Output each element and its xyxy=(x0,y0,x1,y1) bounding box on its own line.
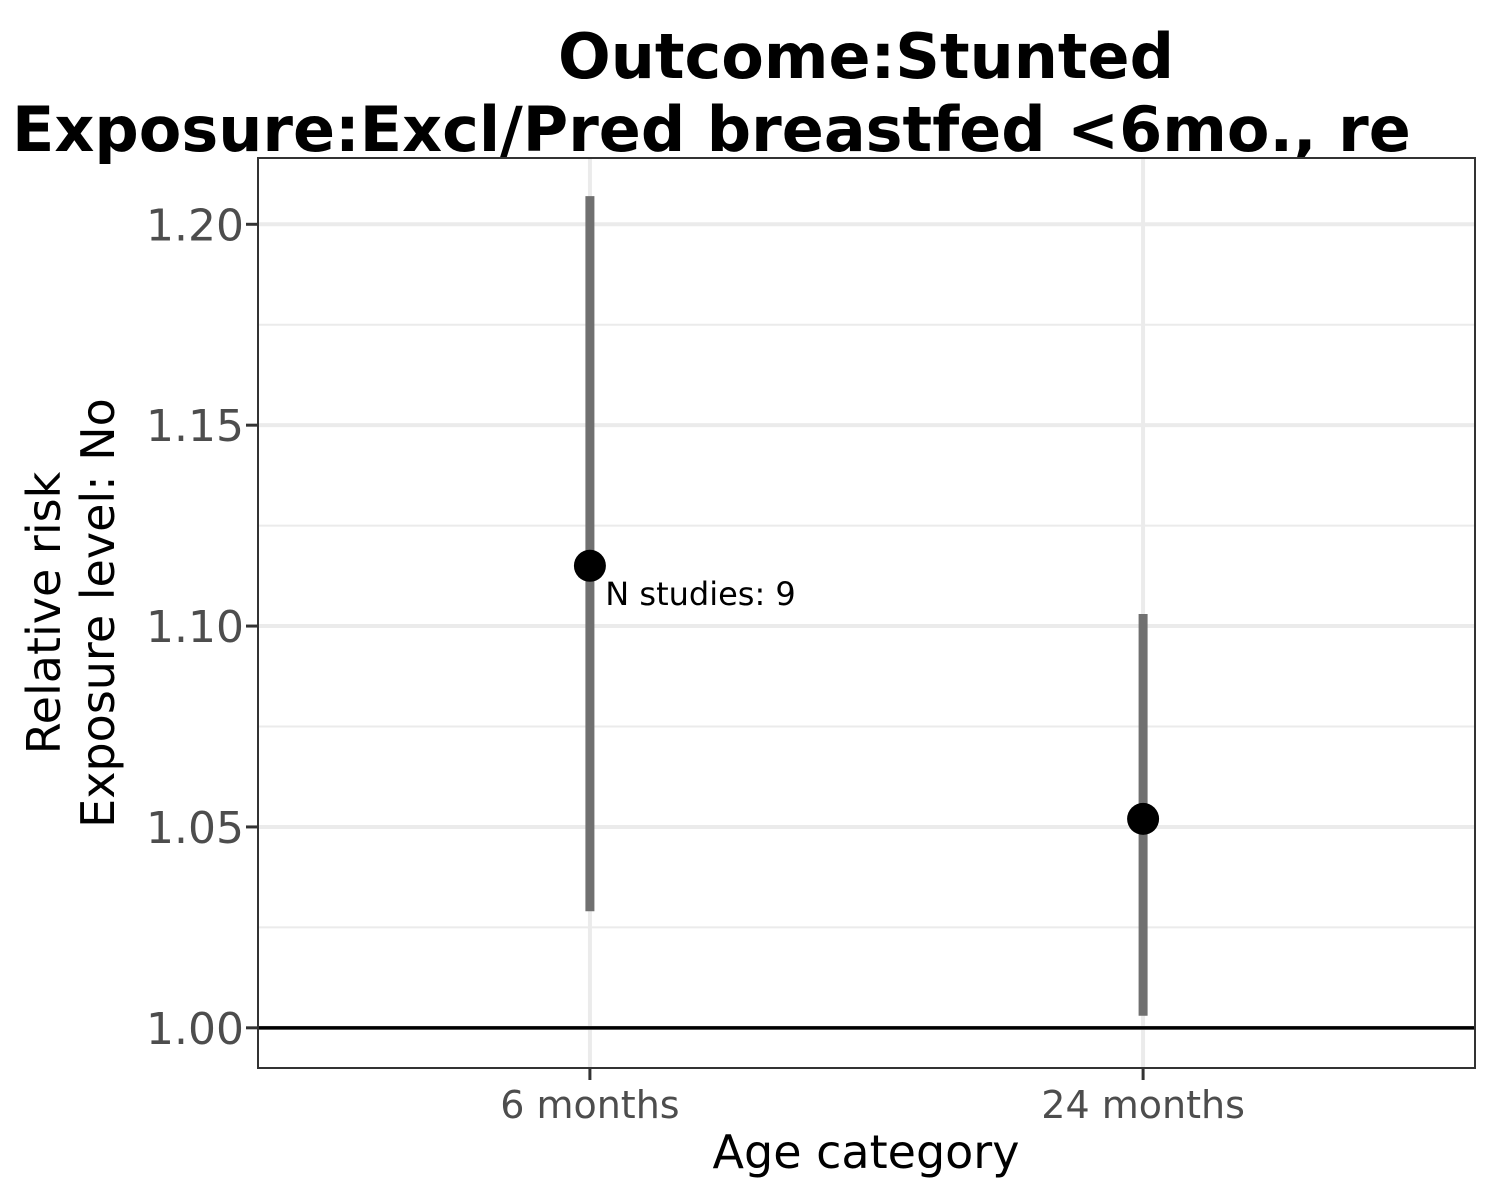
y-tick-label: 1.10 xyxy=(146,602,244,653)
plot-panel xyxy=(258,158,1475,1068)
x-axis: 6 months 24 months xyxy=(500,1068,1245,1127)
chart-title-line-2: Exposure:Excl/Pred breastfed <6mo., re xyxy=(12,93,1411,166)
y-axis-title-line-2: Exposure level: No xyxy=(71,398,125,828)
point-estimate xyxy=(1127,802,1160,835)
n-studies-annotation: N studies: 9 xyxy=(605,575,795,613)
x-tick-label: 24 months xyxy=(1041,1083,1245,1127)
y-tick-label: 1.05 xyxy=(146,803,244,854)
y-tick-label: 1.00 xyxy=(146,1004,244,1055)
point-estimate xyxy=(573,549,606,582)
plot-panel-border xyxy=(257,157,1476,1069)
y-tick-label: 1.15 xyxy=(146,401,244,452)
minor-gridlines xyxy=(258,323,1475,929)
x-tick-label: 6 months xyxy=(500,1083,679,1127)
point-estimates xyxy=(573,549,1160,835)
y-axis-title-line-1: Relative risk xyxy=(17,471,71,754)
x-axis-title: Age category xyxy=(713,1125,1020,1179)
y-axis: 1.00 1.05 1.10 1.15 1.20 xyxy=(146,200,258,1055)
chart-title-line-1: Outcome:Stunted xyxy=(558,20,1174,93)
y-tick-label: 1.20 xyxy=(146,200,244,251)
